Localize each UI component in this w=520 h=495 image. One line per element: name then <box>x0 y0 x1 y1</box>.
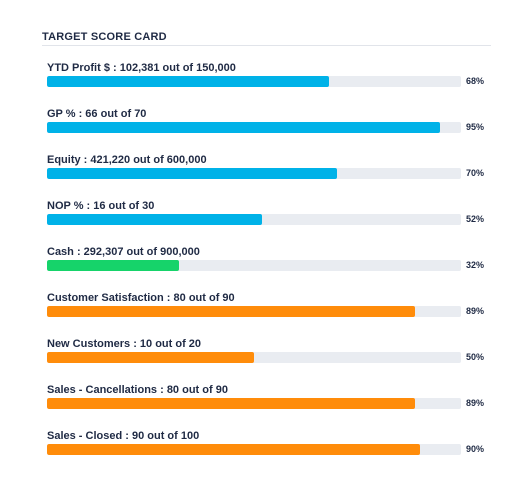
metric-label: New Customers : 10 out of 20 <box>47 338 202 350</box>
progress-fill <box>47 122 441 133</box>
metric-list: YTD Profit $ : 102,381 out of 150,000 68%… <box>47 59 497 473</box>
progress-track <box>47 168 461 179</box>
title-divider <box>42 45 491 46</box>
progress-track <box>47 352 461 363</box>
metric-label: Sales - Closed : 90 out of 100 <box>47 430 200 442</box>
metric-row: Equity : 421,220 out of 600,000 70% <box>47 151 497 197</box>
metric-row: NOP % : 16 out of 30 52% <box>47 197 497 243</box>
progress-fill <box>47 352 254 363</box>
percent-label: 70% <box>466 168 485 178</box>
metric-label: GP % : 66 out of 70 <box>47 108 147 120</box>
percent-label: 52% <box>466 214 485 224</box>
percent-label: 89% <box>466 398 485 408</box>
progress-fill <box>47 214 263 225</box>
progress-fill <box>47 306 416 317</box>
progress-track <box>47 444 461 455</box>
percent-label: 68% <box>466 76 485 86</box>
metric-label: Cash : 292,307 out of 900,000 <box>47 246 200 258</box>
progress-fill <box>47 76 329 87</box>
metric-row: Sales - Closed : 90 out of 100 90% <box>47 427 497 473</box>
progress-fill <box>47 168 337 179</box>
metric-row: New Customers : 10 out of 20 50% <box>47 335 497 381</box>
metric-row: Sales - Cancellations : 80 out of 90 89% <box>47 381 497 427</box>
metric-row: Customer Satisfaction : 80 out of 90 89% <box>47 289 497 335</box>
progress-track <box>47 76 461 87</box>
progress-track <box>47 398 461 409</box>
metric-label: Sales - Cancellations : 80 out of 90 <box>47 384 228 396</box>
percent-label: 95% <box>466 122 485 132</box>
metric-label: NOP % : 16 out of 30 <box>47 200 155 212</box>
progress-fill <box>47 444 420 455</box>
metric-label: YTD Profit $ : 102,381 out of 150,000 <box>47 62 236 74</box>
metric-label: Equity : 421,220 out of 600,000 <box>47 154 207 166</box>
progress-track <box>47 214 461 225</box>
progress-fill <box>47 260 180 271</box>
progress-track <box>47 306 461 317</box>
percent-label: 50% <box>466 352 485 362</box>
progress-track <box>47 122 461 133</box>
percent-label: 90% <box>466 444 485 454</box>
metric-row: YTD Profit $ : 102,381 out of 150,000 68% <box>47 59 497 105</box>
progress-track <box>47 260 461 271</box>
card-title: TARGET SCORE CARD <box>42 31 167 43</box>
metric-row: GP % : 66 out of 70 95% <box>47 105 497 151</box>
percent-label: 32% <box>466 260 485 270</box>
metric-row: Cash : 292,307 out of 900,000 32% <box>47 243 497 289</box>
progress-fill <box>47 398 416 409</box>
percent-label: 89% <box>466 306 485 316</box>
metric-label: Customer Satisfaction : 80 out of 90 <box>47 292 235 304</box>
